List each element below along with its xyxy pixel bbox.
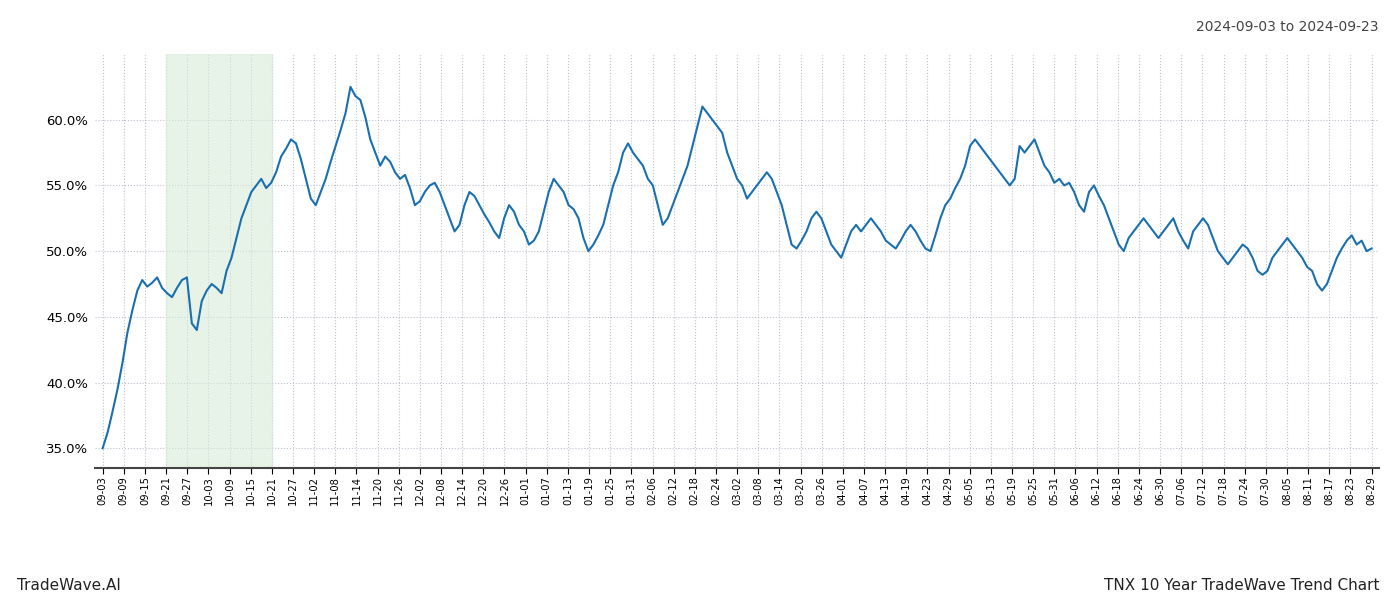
Text: 2024-09-03 to 2024-09-23: 2024-09-03 to 2024-09-23	[1197, 20, 1379, 34]
Text: TNX 10 Year TradeWave Trend Chart: TNX 10 Year TradeWave Trend Chart	[1103, 578, 1379, 593]
Text: TradeWave.AI: TradeWave.AI	[17, 578, 120, 593]
Bar	[167, 54, 272, 468]
